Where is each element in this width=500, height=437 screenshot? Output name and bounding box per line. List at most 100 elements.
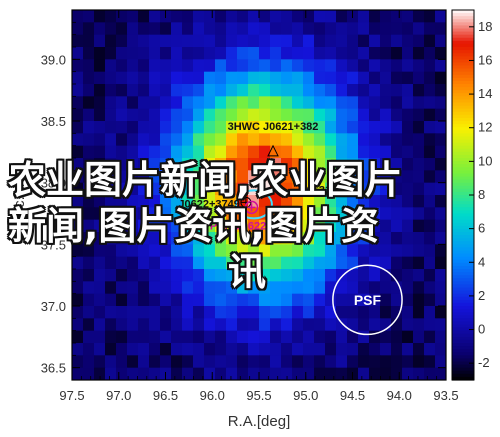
heatmap-cell xyxy=(204,367,216,380)
heatmap-cell xyxy=(281,22,293,36)
heatmap-cell xyxy=(182,22,194,36)
heatmap-cell xyxy=(369,343,381,356)
heatmap-cell xyxy=(83,158,95,171)
heatmap-cell xyxy=(314,10,326,23)
colorbar-segment xyxy=(452,333,474,338)
heatmap-cell xyxy=(160,281,172,295)
heatmap-cell xyxy=(215,10,227,23)
heatmap-cell xyxy=(314,367,326,380)
heatmap-cell xyxy=(193,22,205,36)
heatmap-cell xyxy=(347,355,359,369)
heatmap-cell xyxy=(237,367,249,380)
heatmap-cell xyxy=(204,34,216,48)
heatmap-cell xyxy=(413,330,425,344)
heatmap-cell xyxy=(413,22,425,36)
heatmap-cell xyxy=(193,121,205,134)
heatmap-cell xyxy=(72,219,84,233)
heatmap-cell xyxy=(215,330,227,344)
heatmap-cell xyxy=(391,158,403,171)
heatmap-cell xyxy=(259,306,271,319)
heatmap-cell xyxy=(149,269,161,282)
heatmap-cell xyxy=(83,59,95,73)
heatmap-cell xyxy=(226,330,238,344)
heatmap-cell xyxy=(292,343,304,356)
heatmap-cell xyxy=(358,71,370,85)
heatmap-cell xyxy=(270,330,282,344)
colorbar-segment xyxy=(452,339,474,344)
heatmap-cell xyxy=(105,84,117,97)
heatmap-cell xyxy=(358,219,370,233)
heatmap-cell xyxy=(391,343,403,356)
heatmap-cell xyxy=(127,318,139,332)
heatmap-cell xyxy=(325,96,337,110)
heatmap-cell xyxy=(138,343,150,356)
heatmap-cell xyxy=(259,256,271,270)
colorbar-segment xyxy=(452,34,474,39)
heatmap-cell xyxy=(171,232,183,245)
colorbar-segment xyxy=(452,90,474,94)
heatmap-cell xyxy=(270,158,282,171)
colorbar-segment xyxy=(452,87,474,91)
heatmap-cell xyxy=(325,71,337,85)
heatmap-cell xyxy=(435,22,446,36)
heatmap-cell xyxy=(435,306,446,319)
heatmap-cell xyxy=(413,318,425,332)
heatmap-cell xyxy=(138,10,150,23)
heatmap-cell xyxy=(325,355,337,369)
heatmap-cell xyxy=(270,84,282,97)
heatmap-cell xyxy=(226,207,238,221)
heatmap-cell xyxy=(94,219,106,233)
heatmap-cell xyxy=(226,355,238,369)
heatmap-cell xyxy=(270,133,282,147)
heatmap-cell xyxy=(391,355,403,369)
heatmap-cell xyxy=(259,367,271,380)
heatmap-cell xyxy=(435,219,446,233)
heatmap-cell xyxy=(336,121,348,134)
heatmap-cell xyxy=(402,330,414,344)
heatmap-cell xyxy=(182,108,194,122)
heatmap-cell xyxy=(204,195,216,208)
heatmap-cell xyxy=(391,244,403,258)
heatmap-cell xyxy=(281,330,293,344)
heatmap-cell xyxy=(259,232,271,245)
heatmap-cell xyxy=(138,59,150,73)
heatmap-cell xyxy=(347,182,359,196)
heatmap-cell xyxy=(292,158,304,171)
heatmap-cell xyxy=(424,170,436,184)
heatmap-cell xyxy=(127,145,139,159)
heatmap-cell xyxy=(413,84,425,97)
heatmap-cell xyxy=(149,47,161,60)
heatmap-cell xyxy=(402,306,414,319)
heatmap-cell xyxy=(270,59,282,73)
heatmap-cell xyxy=(259,330,271,344)
heatmap-cell xyxy=(72,318,84,332)
heatmap-cell xyxy=(72,343,84,356)
heatmap-cell xyxy=(270,22,282,36)
heatmap-cell xyxy=(424,207,436,221)
heatmap-cell xyxy=(94,34,106,48)
heatmap-cell xyxy=(325,219,337,233)
heatmap-cell xyxy=(424,318,436,332)
heatmap-cell xyxy=(171,182,183,196)
heatmap-cell xyxy=(270,367,282,380)
heatmap-cell xyxy=(237,108,249,122)
colorbar-segment xyxy=(452,136,474,141)
heatmap-cell xyxy=(391,232,403,245)
heatmap-cell xyxy=(391,145,403,159)
heatmap-cell xyxy=(314,244,326,258)
heatmap-cell xyxy=(435,244,446,258)
heatmap-cell xyxy=(325,318,337,332)
heatmap-cell xyxy=(83,318,95,332)
heatmap-cell xyxy=(94,330,106,344)
heatmap-cell xyxy=(270,219,282,233)
colorbar-segment xyxy=(452,108,474,113)
heatmap-cell xyxy=(281,343,293,356)
heatmap-cell xyxy=(127,84,139,97)
heatmap-cell xyxy=(358,145,370,159)
heatmap-cell xyxy=(160,207,172,221)
heatmap-cell xyxy=(303,244,315,258)
heatmap-cell xyxy=(380,34,392,48)
heatmap-cell xyxy=(259,10,271,23)
heatmap-cell xyxy=(72,22,84,36)
heatmap-cell xyxy=(424,84,436,97)
